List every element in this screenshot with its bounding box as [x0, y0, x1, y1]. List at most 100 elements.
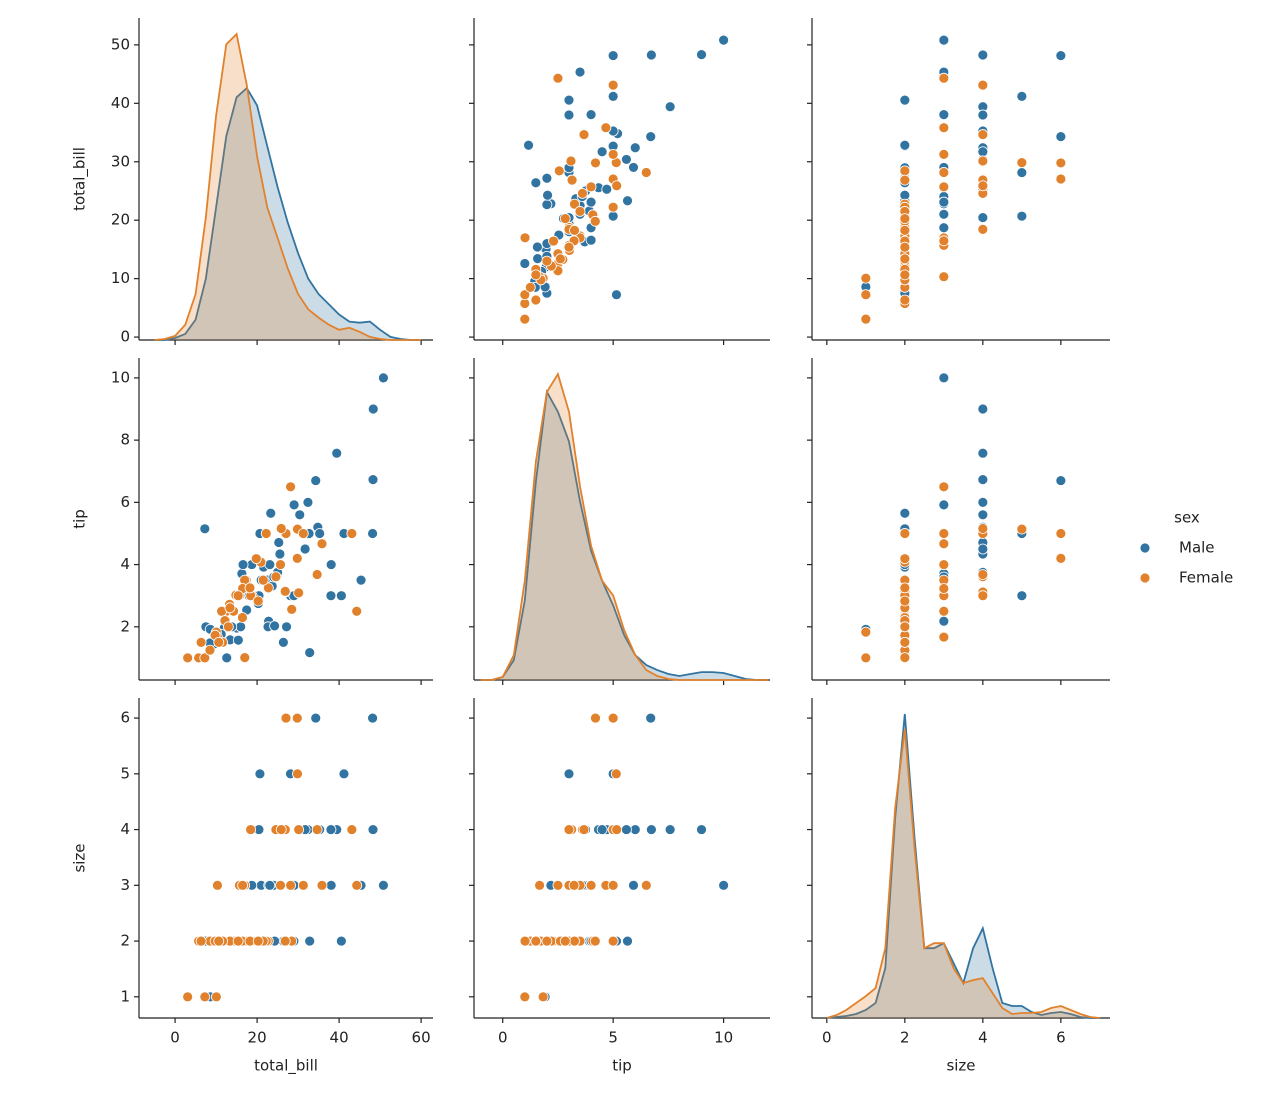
x-axis-label: total_bill — [254, 1057, 318, 1076]
scatter-point — [938, 372, 950, 384]
y-axis-label: tip — [71, 509, 89, 529]
scatter-point — [244, 582, 256, 594]
scatter-point — [577, 187, 588, 199]
scatter-point — [569, 935, 580, 947]
legend-marker — [1139, 572, 1151, 584]
scatter-point — [530, 294, 542, 306]
scatter-point — [250, 553, 262, 565]
scatter-point — [977, 146, 989, 158]
scatter-point — [239, 652, 251, 663]
scatter-point — [252, 595, 264, 607]
scatter-point — [977, 223, 989, 235]
scatter-point — [938, 34, 950, 46]
scatter-point — [260, 528, 272, 539]
scatter-point — [977, 523, 989, 534]
scatter-point — [563, 768, 575, 780]
scatter-point — [574, 206, 586, 217]
scatter-point — [607, 210, 619, 222]
kde-line — [154, 32, 422, 341]
scatter-point — [628, 879, 639, 891]
x-tick-label: 40 — [330, 1029, 349, 1047]
scatter-point — [590, 712, 601, 724]
scatter-point — [977, 180, 989, 192]
kde-line — [480, 371, 768, 681]
scatter-point — [325, 824, 337, 835]
scatter-point — [640, 167, 652, 178]
scatter-point — [977, 447, 989, 459]
scatter-point — [607, 148, 619, 160]
scatter-point — [257, 574, 269, 586]
scatter-point — [237, 559, 249, 570]
scatter-point — [222, 621, 234, 633]
x-tick-label: 6 — [1056, 1029, 1066, 1047]
x-axis-label: tip — [612, 1057, 632, 1075]
scatter-point — [559, 935, 571, 947]
scatter-point — [224, 602, 236, 614]
x-tick-label: 10 — [714, 1029, 733, 1047]
scatter-point — [938, 271, 950, 283]
scatter-point — [182, 652, 194, 664]
scatter-point — [899, 652, 911, 663]
scatter-point — [938, 481, 950, 493]
y-tick-label: 2 — [120, 932, 130, 950]
y-tick-label: 2 — [120, 617, 130, 635]
scatter-point — [578, 824, 590, 835]
scatter-point — [288, 499, 300, 511]
scatter-point — [262, 582, 274, 594]
scatter-point — [331, 447, 343, 459]
scatter-point — [325, 879, 337, 891]
kde-line — [154, 86, 422, 341]
scatter-point — [645, 712, 657, 724]
scatter-point — [860, 289, 872, 301]
scatter-point — [585, 879, 597, 891]
scatter-point — [621, 154, 632, 165]
scatter-point — [860, 272, 872, 284]
scatter-point — [585, 181, 597, 193]
scatter-point — [899, 213, 911, 225]
x-tick-label: 20 — [248, 1029, 267, 1047]
scatter-point — [273, 537, 285, 548]
y-tick-label: 20 — [111, 211, 130, 229]
kde-area — [480, 392, 768, 680]
scatter-point — [310, 712, 322, 724]
scatter-point — [523, 139, 534, 151]
scatter-point — [534, 879, 546, 891]
scatter-point — [607, 712, 619, 724]
scatter-point — [977, 569, 989, 580]
kde-line — [826, 728, 1100, 1019]
scatter-point — [611, 289, 622, 301]
scatter-point — [519, 935, 531, 947]
scatter-point — [899, 507, 911, 519]
scatter-point — [519, 258, 531, 269]
scatter-point — [245, 824, 257, 835]
scatter-point — [291, 712, 303, 724]
scatter-point — [280, 712, 292, 724]
scatter-point — [277, 636, 289, 648]
scatter-point — [519, 991, 531, 1003]
x-tick-label: 2 — [900, 1029, 910, 1047]
scatter-point — [351, 605, 363, 617]
scatter-point — [294, 509, 306, 521]
scatter-point — [860, 652, 872, 664]
scatter-point — [578, 129, 590, 140]
scatter-point — [938, 499, 950, 511]
scatter-point — [182, 991, 194, 1003]
kde-area — [826, 729, 1100, 1018]
y-tick-label: 6 — [120, 493, 130, 511]
scatter-point — [310, 475, 322, 486]
scatter-point — [281, 621, 292, 633]
scatter-point — [977, 109, 989, 121]
scatter-point — [235, 621, 247, 633]
scatter-point — [530, 177, 542, 189]
scatter-point — [335, 935, 347, 947]
scatter-point — [607, 50, 619, 61]
scatter-point — [1055, 173, 1067, 185]
scatter-point — [530, 269, 542, 281]
scatter-point — [645, 131, 657, 143]
scatter-point — [899, 165, 911, 177]
scatter-point — [1016, 157, 1028, 169]
scatter-point — [938, 235, 950, 247]
scatter-point — [297, 528, 309, 539]
scatter-point — [899, 269, 911, 281]
scatter-point — [899, 294, 911, 306]
